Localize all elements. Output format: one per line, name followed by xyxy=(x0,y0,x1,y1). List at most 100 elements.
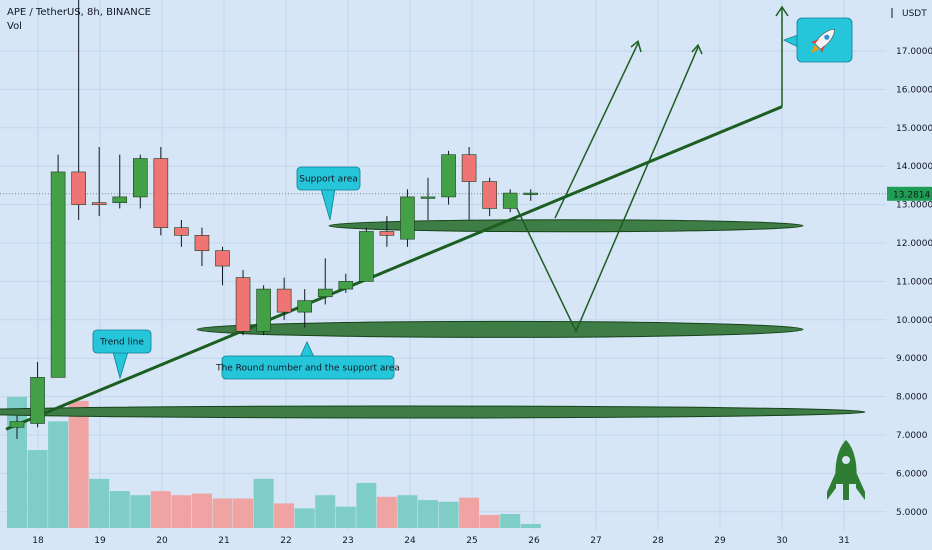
candle-body xyxy=(235,277,251,332)
candle xyxy=(50,154,66,378)
callout-support-area: Support area xyxy=(296,166,361,221)
candle xyxy=(174,219,189,247)
candle xyxy=(441,150,456,205)
volume-bar xyxy=(397,495,418,528)
callout-round-number-box xyxy=(221,355,395,380)
candle xyxy=(91,147,107,217)
rocket-emoji-fins xyxy=(810,39,825,54)
price-tick-label: 9.0000 xyxy=(896,354,928,364)
candle-body xyxy=(50,171,66,378)
support-ellipse-bottom xyxy=(0,405,866,419)
volume-bar xyxy=(418,500,438,528)
candle-body xyxy=(523,192,539,195)
date-tick-label: 29 xyxy=(714,536,726,546)
date-tick-label: 20 xyxy=(156,536,168,546)
candle-body xyxy=(338,281,354,290)
arrow-head-right xyxy=(691,43,703,55)
candle-body xyxy=(9,421,25,428)
candle xyxy=(235,269,251,336)
rocket-emoji-flame xyxy=(811,44,820,53)
candle xyxy=(359,227,374,282)
volume-bar xyxy=(479,514,500,528)
volume-bar xyxy=(376,496,397,528)
callout-trend-line-tail xyxy=(112,351,129,380)
date-tick-label: 21 xyxy=(218,536,229,546)
date-tick-label: 25 xyxy=(466,536,477,546)
candle xyxy=(523,189,539,201)
candle-body xyxy=(91,202,107,205)
volume-bar xyxy=(191,493,212,528)
date-tick-label: 26 xyxy=(528,536,540,546)
callout-support-area-text: Support area xyxy=(299,175,358,185)
support-ellipse-top xyxy=(328,219,804,233)
price-axis[interactable]: USDT 17.0000 16.0000 15.0000 14.0000 13.0000… xyxy=(887,8,932,518)
volume-bar xyxy=(459,497,480,528)
candle-body xyxy=(112,196,128,203)
price-tick-label: 10.0000 xyxy=(896,316,932,326)
callout-trend-line-box xyxy=(92,329,152,354)
candle xyxy=(215,246,230,286)
volume-bar xyxy=(315,495,336,528)
callout-trend-line: Trend line xyxy=(92,329,152,380)
callout-round-number-tail xyxy=(299,341,315,358)
candle xyxy=(297,289,313,328)
date-tick-label: 31 xyxy=(838,536,849,546)
candle xyxy=(338,273,354,293)
date-tick-label: 28 xyxy=(652,536,664,546)
projection-path-alt xyxy=(554,42,639,219)
candle-body xyxy=(30,377,45,424)
price-tick-label: 8.0000 xyxy=(896,393,928,403)
callout-trend-line-text: Trend line xyxy=(99,338,144,348)
price-tick-label: 15.0000 xyxy=(896,124,932,134)
current-price-label: 13.2814 xyxy=(893,190,930,200)
candle-body xyxy=(502,192,518,209)
candle-body xyxy=(379,231,395,236)
rocket-icon-window xyxy=(842,456,850,464)
candle-body xyxy=(400,196,415,240)
date-tick-label: 24 xyxy=(404,536,416,546)
candle xyxy=(9,415,25,439)
support-ellipse-middle xyxy=(196,320,804,338)
date-tick-label: 30 xyxy=(776,536,788,546)
volume-bar xyxy=(89,478,110,528)
trend-line xyxy=(5,105,783,431)
volume-indicator-label[interactable]: Vol xyxy=(7,21,22,32)
callout-support-area-box xyxy=(296,166,361,191)
volume-bar xyxy=(335,506,356,528)
rocket-callout-tail xyxy=(782,34,799,48)
chart-symbol-title[interactable]: APE / TetherUS, 8h, BINANCE xyxy=(7,7,151,18)
volume-bar xyxy=(356,482,377,528)
candle-body xyxy=(420,196,436,199)
chart-drawings: Support area Trend line The Round number a… xyxy=(0,5,866,500)
arrow-head-top xyxy=(775,5,789,17)
rocket-emoji-icon xyxy=(810,28,836,54)
candle-body xyxy=(256,288,271,332)
candlesticks xyxy=(9,0,539,439)
candle-body xyxy=(71,171,86,205)
volume-bars xyxy=(7,396,541,528)
volume-bar xyxy=(274,503,295,528)
candle-body xyxy=(317,288,333,298)
candle-body xyxy=(297,300,313,313)
current-price-badge xyxy=(887,186,932,201)
date-tick-label: 27 xyxy=(590,536,601,546)
candle-body xyxy=(133,158,148,198)
volume-bar xyxy=(212,498,233,528)
volume-bar xyxy=(520,523,541,528)
candle-body xyxy=(276,288,292,313)
candle xyxy=(276,277,292,320)
volume-bar xyxy=(68,400,89,528)
date-tick-label: 23 xyxy=(342,536,353,546)
price-tick-label: 17.0000 xyxy=(896,47,932,57)
price-tick-label: 5.0000 xyxy=(896,508,928,518)
candle xyxy=(256,285,271,336)
candle-body xyxy=(482,181,497,209)
price-tick-label: 16.0000 xyxy=(896,85,932,95)
price-tick-label: 7.0000 xyxy=(896,431,928,441)
volume-bar xyxy=(109,491,130,528)
date-tick-label: 19 xyxy=(94,536,106,546)
date-axis[interactable]: 18 19 20 21 22 23 24 25 26 27 28 29 30 31 xyxy=(32,536,849,546)
candle-body xyxy=(461,154,477,182)
price-tick-label: 13.0000 xyxy=(896,201,932,211)
